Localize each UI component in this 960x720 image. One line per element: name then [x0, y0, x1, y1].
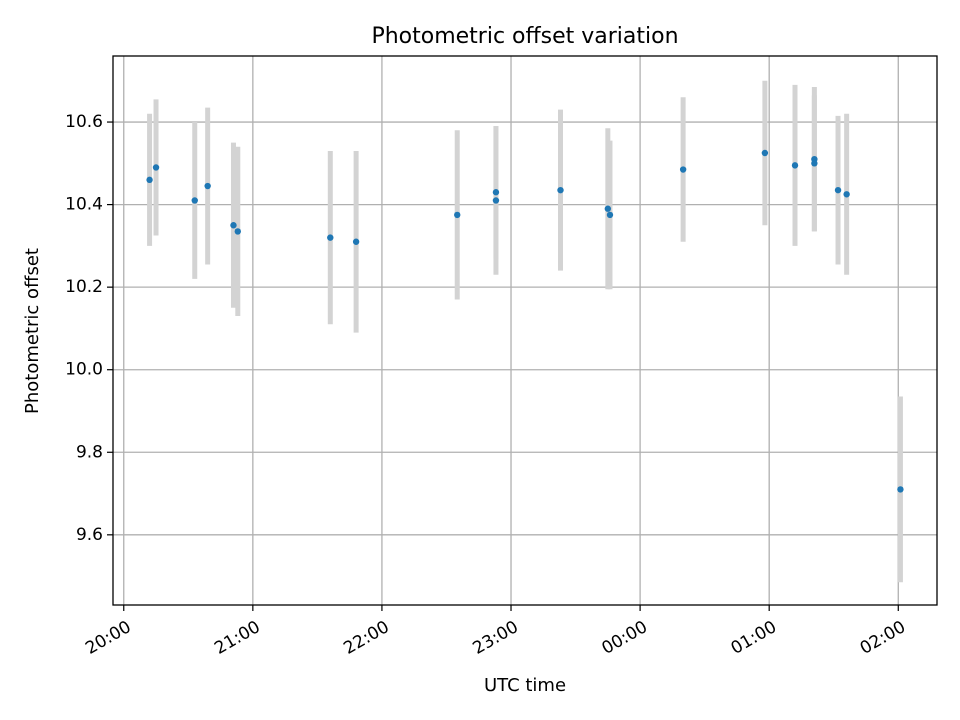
data-point: [152, 164, 160, 171]
x-axis-label: UTC time: [484, 675, 566, 696]
data-point: [604, 205, 612, 212]
chart-title: Photometric offset variation: [371, 24, 678, 49]
data-point: [606, 211, 614, 219]
data-point: [811, 160, 818, 167]
y-tick-label: 10.0: [65, 360, 103, 380]
data-point: [834, 186, 842, 194]
data-point: [557, 186, 564, 194]
data-points: [146, 149, 904, 493]
plot-frame: [112, 55, 938, 606]
grid: [113, 56, 937, 605]
data-point: [191, 197, 198, 204]
y-axis-label: Photometric offset: [22, 248, 43, 414]
data-point: [492, 197, 500, 204]
y-tick-label: 10.4: [65, 195, 103, 215]
data-point: [230, 222, 237, 229]
y-tick-label: 9.6: [76, 525, 103, 545]
data-point: [791, 162, 799, 169]
data-point: [234, 228, 241, 235]
y-tick-label: 10.6: [65, 112, 103, 132]
y-axis-ticks: 9.6 9.8 10.0 10.2 10.4 10.6: [65, 112, 113, 545]
data-point: [897, 486, 904, 493]
data-point: [352, 238, 360, 245]
data-point: [492, 189, 500, 196]
data-point: [843, 191, 850, 198]
data-point: [204, 182, 211, 190]
data-point: [146, 176, 153, 184]
data-point: [679, 166, 687, 173]
data-point: [454, 211, 461, 219]
data-point: [327, 234, 334, 241]
y-tick-label: 9.8: [76, 442, 103, 462]
y-tick-label: 10.2: [65, 277, 103, 297]
data-point: [761, 149, 769, 157]
